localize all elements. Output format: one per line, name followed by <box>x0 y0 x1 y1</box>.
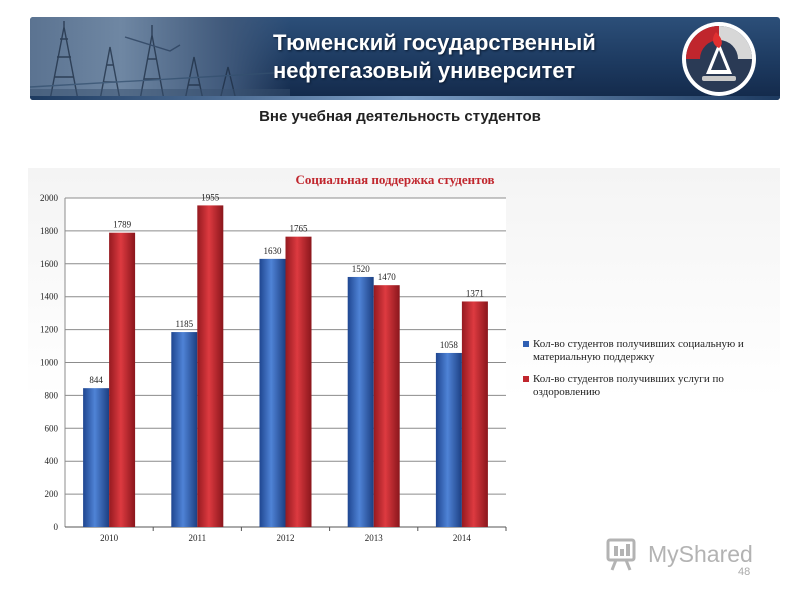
data-label: 1520 <box>352 264 371 274</box>
y-tick-label: 1600 <box>40 259 59 269</box>
bar-social-support-2012 <box>259 258 286 527</box>
y-tick-label: 1200 <box>40 325 59 335</box>
header-banner: Тюменский государственный нефтегазовый у… <box>30 17 780 100</box>
legend-item-social-support: Кол-во студентов получивших социальную и… <box>523 338 773 364</box>
bar-health-services-2010 <box>109 232 136 527</box>
bar-health-services-2011 <box>197 205 224 527</box>
data-label: 1789 <box>113 220 132 230</box>
data-label: 1470 <box>378 272 397 282</box>
data-label: 1765 <box>290 224 309 234</box>
data-label: 844 <box>89 375 103 385</box>
y-tick-label: 1800 <box>40 226 59 236</box>
university-title-line1: Тюменский государственный <box>273 30 596 55</box>
data-label: 1955 <box>201 192 220 202</box>
legend-label-social-support: Кол-во студентов получивших социальную и… <box>533 338 744 363</box>
myshared-text: MyShared <box>648 541 753 567</box>
university-title: Тюменский государственный нефтегазовый у… <box>273 29 693 85</box>
bar-social-support-2011 <box>171 332 198 527</box>
chart-legend: Кол-во студентов получивших социальную и… <box>523 338 773 408</box>
myshared-logo-icon <box>606 538 636 571</box>
legend-item-health-services: Кол-во студентов получивших услуги по оз… <box>523 373 773 399</box>
legend-label-health-services: Кол-во студентов получивших услуги по оз… <box>533 373 724 398</box>
legend-swatch-red <box>523 376 529 382</box>
y-tick-label: 800 <box>45 390 59 400</box>
oil-rig-photo <box>30 17 290 100</box>
chart-title: Социальная поддержка студентов <box>295 172 495 187</box>
data-label: 1058 <box>440 340 459 350</box>
banner-stripe <box>30 96 780 100</box>
university-logo-icon <box>682 22 756 96</box>
section-title: Вне учебная деятельность студентов <box>259 108 541 125</box>
bar-social-support-2014 <box>435 352 462 527</box>
bar-health-services-2012 <box>285 236 312 527</box>
data-label: 1371 <box>466 288 484 298</box>
myshared-watermark: MyShared <box>606 538 766 572</box>
page-number: 48 <box>738 566 751 578</box>
legend-swatch-blue <box>523 341 529 347</box>
y-tick-label: 0 <box>54 522 59 532</box>
x-tick-label: 2013 <box>365 533 384 543</box>
x-tick-label: 2014 <box>453 533 472 543</box>
x-tick-label: 2012 <box>277 533 295 543</box>
x-tick-label: 2011 <box>188 533 206 543</box>
y-tick-label: 1000 <box>40 358 59 368</box>
data-label: 1630 <box>264 246 283 256</box>
university-title-line2: нефтегазовый университет <box>273 58 576 83</box>
y-tick-label: 1400 <box>40 292 59 302</box>
bar-social-support-2010 <box>83 388 110 527</box>
data-label: 1185 <box>175 319 193 329</box>
y-tick-label: 600 <box>45 423 59 433</box>
y-tick-label: 200 <box>45 489 59 499</box>
x-tick-label: 2010 <box>100 533 119 543</box>
bar-health-services-2014 <box>461 301 488 527</box>
y-tick-label: 400 <box>45 456 59 466</box>
bar-health-services-2013 <box>373 285 400 527</box>
bar-social-support-2013 <box>347 276 374 527</box>
y-tick-label: 2000 <box>40 193 59 203</box>
